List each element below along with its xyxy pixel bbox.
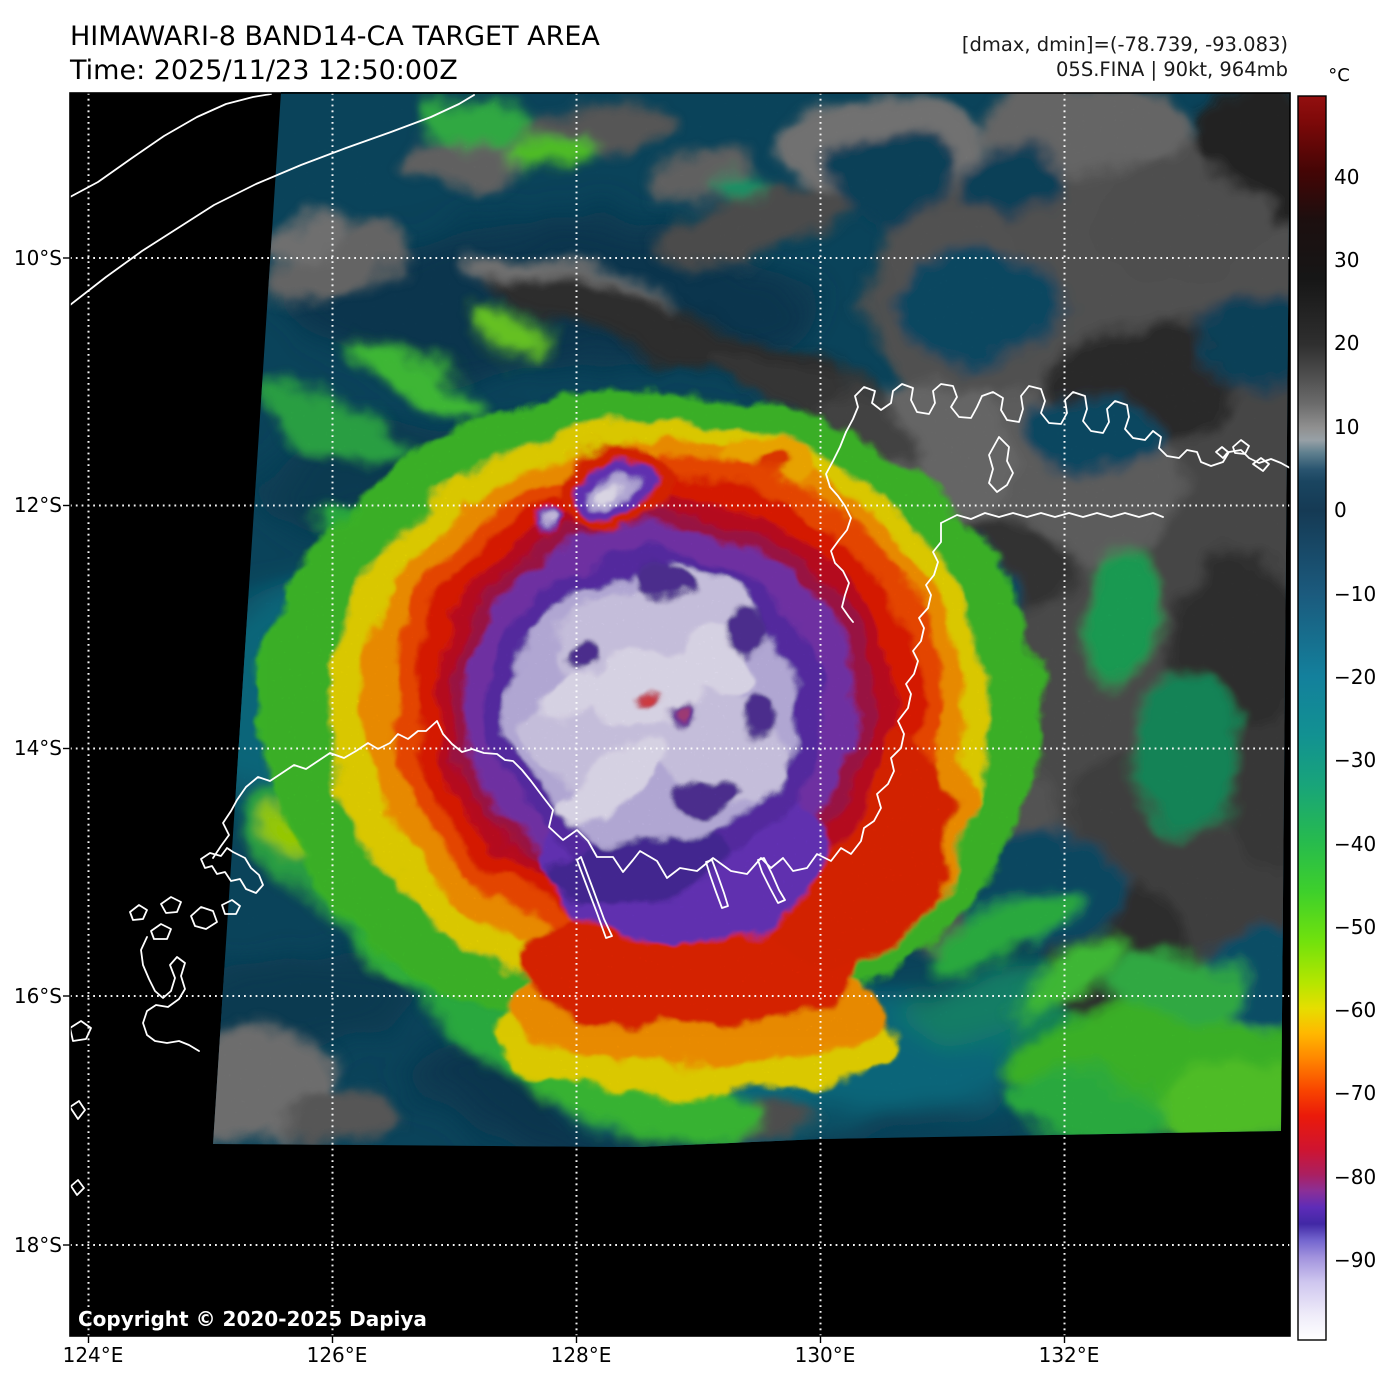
axis-labels: 10°S 12°S 14°S 16°S 18°S 124°E 126°E 128…: [14, 246, 1100, 1367]
colorbar: °C 40 30 20 10 0 −10 −20 −30 −40 −50 −60…: [1297, 65, 1376, 1341]
lat-tick-label: 10°S: [14, 246, 62, 270]
colorbar-tick-label: −50: [1334, 915, 1376, 939]
colorbar-tick-labels: 40 30 20 10 0 −10 −20 −30 −40 −50 −60 −7…: [1334, 165, 1376, 1272]
colorbar-tick-label: 20: [1334, 331, 1359, 355]
storm-info-label: 05S.FINA | 90kt, 964mb: [1056, 58, 1288, 81]
coast-spit-3: [757, 857, 786, 904]
west-islet-3: [70, 1179, 85, 1196]
lat-tick-label: 12°S: [14, 493, 62, 517]
axis-ticks: [63, 257, 1066, 1343]
colorbar-gradient: [1297, 95, 1327, 1341]
colorbar-tick-label: −90: [1334, 1248, 1376, 1272]
lon-tick-label: 132°E: [1039, 1343, 1100, 1367]
colorbar-tick-label: 40: [1334, 165, 1359, 189]
dampier-island: [200, 847, 264, 894]
colorbar-tick-label: 30: [1334, 248, 1359, 272]
gulf-west-coast: [825, 431, 854, 623]
southwest-peninsula: [140, 936, 200, 1052]
archipelago-islet-5: [221, 899, 241, 915]
lon-tick-label: 124°E: [63, 1343, 124, 1367]
timor-south-coast: [70, 93, 272, 198]
colorbar-tick-label: −60: [1334, 998, 1376, 1022]
map-frame: [69, 92, 1291, 1337]
satellite-swath: [213, 92, 1290, 1147]
colorbar-tick-label: 0: [1334, 498, 1347, 522]
cox-peninsula: [988, 436, 1014, 493]
lon-tick-label: 130°E: [795, 1343, 856, 1367]
west-islet-2: [70, 1100, 86, 1120]
dmax-dmin-label: [dmax, dmin]=(-78.739, -93.083): [962, 33, 1288, 56]
graticule: [70, 93, 1290, 1336]
lat-tick-label: 16°S: [14, 984, 62, 1008]
lat-tick-label: 14°S: [14, 736, 62, 760]
copyright-label: Copyright © 2020-2025 Dapiya: [78, 1307, 427, 1331]
timor-north-coast: [70, 94, 475, 306]
darwin-islet-3: [1215, 446, 1229, 459]
colorbar-tick-label: 10: [1334, 415, 1359, 439]
darwin-islet-2: [1252, 457, 1270, 472]
page-title: HIMAWARI-8 BAND14-CA TARGET AREA: [70, 21, 600, 52]
kimberley-coast: [212, 522, 942, 879]
coast-spit-2: [705, 859, 729, 909]
colorbar-tick-label: −10: [1334, 582, 1376, 606]
top-end-north-coast: [845, 383, 1290, 469]
archipelago-islet-1: [129, 904, 148, 921]
archipelago-islet-3: [190, 906, 218, 930]
archipelago-islet-4: [150, 923, 172, 940]
colorbar-unit-label: °C: [1328, 65, 1350, 86]
lat-tick-label: 18°S: [14, 1233, 62, 1257]
archipelago-islet-2: [160, 896, 182, 914]
timestamp-label: Time: 2025/11/23 12:50:00Z: [69, 55, 458, 86]
colorbar-tick-label: −40: [1334, 832, 1376, 856]
lon-tick-label: 128°E: [551, 1343, 612, 1367]
darwin-islet-1: [1232, 439, 1250, 455]
inner-south-shore: [940, 512, 1164, 524]
colorbar-tick-label: −30: [1334, 748, 1376, 772]
colorbar-tick-label: −80: [1334, 1165, 1376, 1189]
lon-tick-label: 126°E: [307, 1343, 368, 1367]
colorbar-tick-label: −20: [1334, 665, 1376, 689]
coast-spit-1: [576, 856, 613, 939]
colorbar-tick-label: −70: [1334, 1081, 1376, 1105]
